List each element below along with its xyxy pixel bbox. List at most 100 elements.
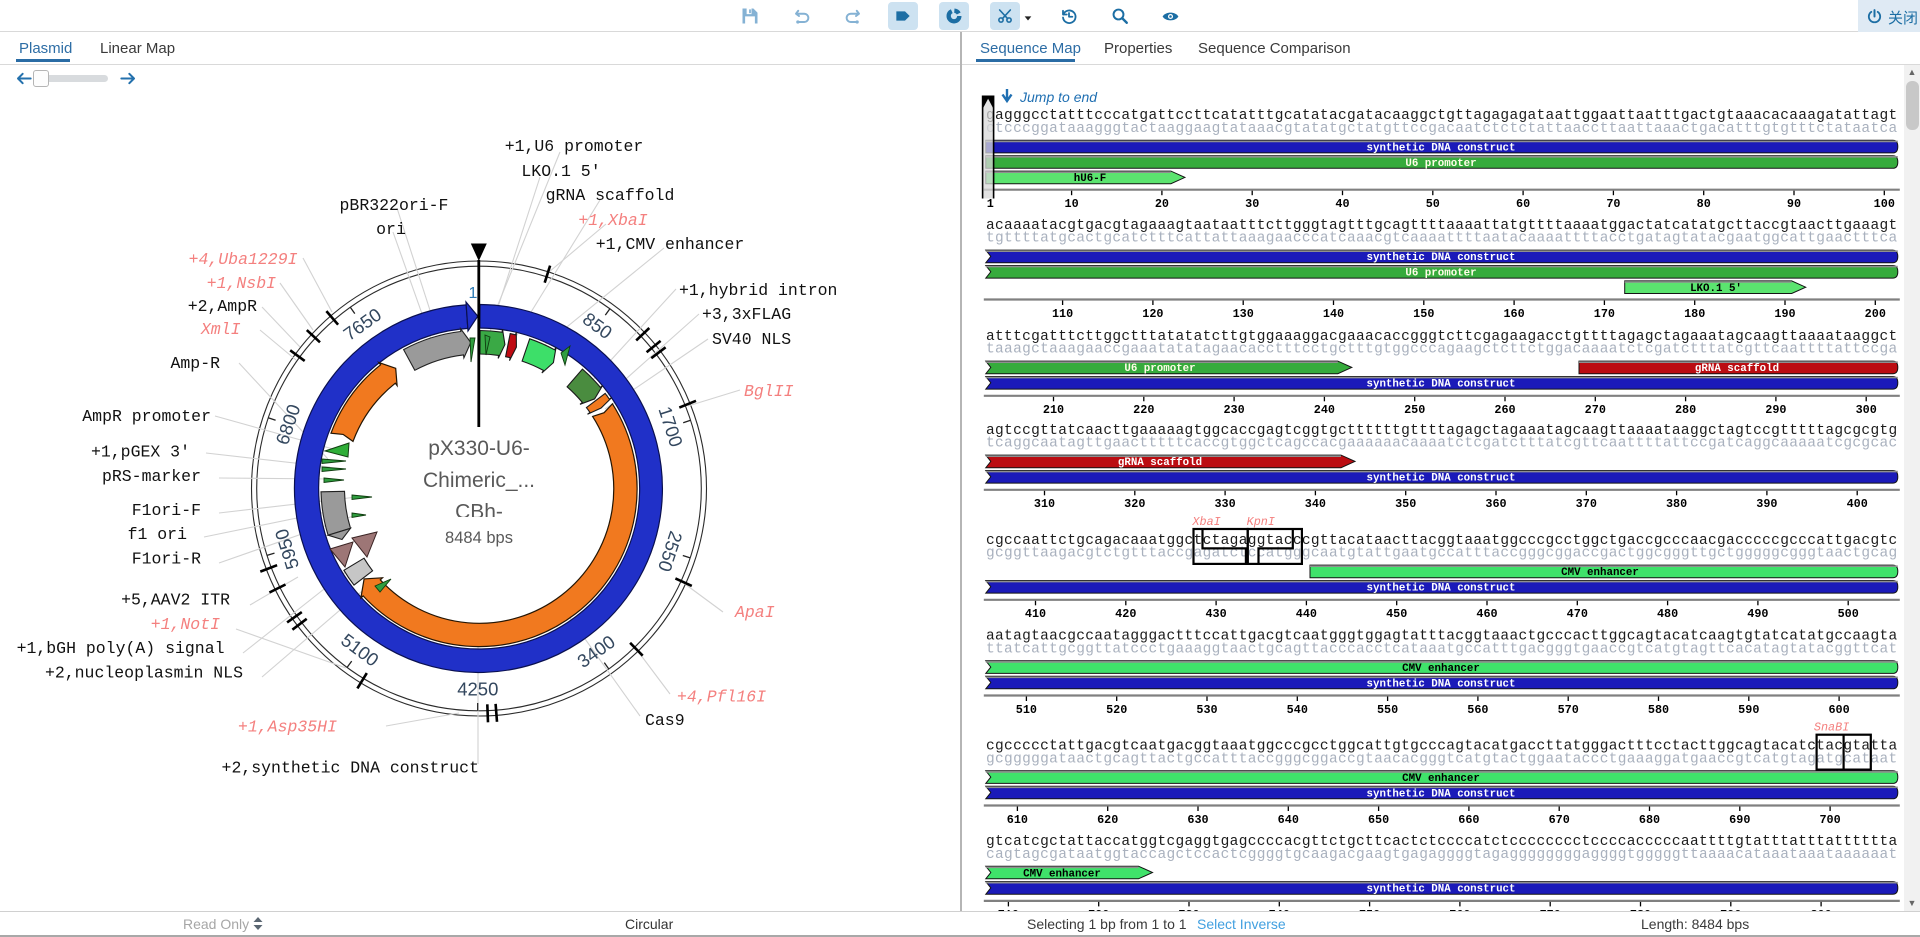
svg-text:tgttttatgcactgcatctttcattattaa: tgttttatgcactgcatctttcattattaaagaacccatc… [986,231,1897,247]
svg-text:1700: 1700 [654,404,687,450]
svg-text:F1ori-F: F1ori-F [132,501,201,520]
svg-text:430: 430 [1205,607,1226,621]
svg-text:160: 160 [1503,307,1524,321]
svg-text:agtccgttatcaacttgaaaaagtggcacc: agtccgttatcaacttgaaaaagtggcaccgagtcggtgc… [986,423,1897,439]
svg-text:CMV enhancer: CMV enhancer [1402,663,1480,675]
svg-text:640: 640 [1278,813,1299,827]
svg-text:BglII: BglII [744,382,794,401]
svg-text:4250: 4250 [457,679,498,700]
svg-text:790: 790 [1720,908,1741,912]
svg-text:taaagctaaagaaccgaaatatatagaaca: taaagctaaagaaccgaaatatatagaacacctttcctgc… [986,342,1897,358]
svg-text:pRS-marker: pRS-marker [102,467,201,486]
svg-text:600: 600 [1828,703,1849,717]
svg-text:U6 promoter: U6 promoter [1124,363,1195,375]
svg-text:synthetic DNA construct: synthetic DNA construct [1366,379,1515,391]
svg-text:650: 650 [1368,813,1389,827]
svg-text:320: 320 [1124,497,1145,511]
svg-text:730: 730 [1178,908,1199,912]
svg-text:80: 80 [1697,197,1711,211]
svg-text:190: 190 [1774,307,1795,321]
svg-text:700: 700 [1819,813,1840,827]
svg-text:CMV enhancer: CMV enhancer [1561,567,1639,579]
svg-text:CMV enhancer: CMV enhancer [1402,773,1480,785]
svg-text:+1,pGEX 3': +1,pGEX 3' [91,443,190,462]
svg-text:200: 200 [1865,307,1886,321]
svg-text:ctcccggataaagggtactaaggaagtata: ctcccggataaagggtactaaggaagtataaacgtatatg… [986,121,1897,137]
svg-text:synthetic DNA construct: synthetic DNA construct [1366,583,1515,595]
svg-text:gtcatcgctattaccatggtcgaggtgagc: gtcatcgctattaccatggtcgaggtgagccccacgttct… [986,834,1897,850]
svg-text:800: 800 [1810,908,1831,912]
svg-text:pBR322ori-F: pBR322ori-F [340,196,449,215]
svg-text:780: 780 [1630,908,1651,912]
svg-text:1: 1 [469,285,478,302]
svg-text:540: 540 [1287,703,1308,717]
svg-text:ori: ori [376,220,406,239]
svg-text:280: 280 [1675,403,1696,417]
svg-text:2550: 2550 [654,529,687,575]
svg-text:Jump to end: Jump to end [1019,89,1098,105]
svg-text:+1,bGH poly(A) signal: +1,bGH poly(A) signal [17,639,225,658]
svg-text:660: 660 [1458,813,1479,827]
svg-text:AmpR promoter: AmpR promoter [82,407,211,426]
svg-text:+2,synthetic DNA construct: +2,synthetic DNA construct [222,759,479,778]
svg-text:KpnI: KpnI [1247,515,1275,529]
svg-text:tcaggcaatagttgaactttttcaccgtgg: tcaggcaatagttgaactttttcaccgtggctcagccacg… [986,436,1897,452]
svg-text:SnaBI: SnaBI [1814,721,1849,735]
svg-text:LKO.1 5': LKO.1 5' [521,162,600,181]
svg-text:SV40 NLS: SV40 NLS [712,330,791,349]
svg-text:synthetic DNA construct: synthetic DNA construct [1366,252,1515,264]
svg-text:+1,U6 promoter: +1,U6 promoter [505,137,644,156]
svg-text:U6 promoter: U6 promoter [1405,268,1476,280]
svg-text:synthetic DNA construct: synthetic DNA construct [1366,142,1515,154]
svg-text:490: 490 [1747,607,1768,621]
svg-text:+4,Pfl16I: +4,Pfl16I [677,688,766,707]
svg-text:680: 680 [1639,813,1660,827]
svg-text:cagtagcgataatggtaccagctccactcg: cagtagcgataatggtaccagctccactcggggtgcaaga… [986,847,1897,863]
svg-text:310: 310 [1034,497,1055,511]
svg-text:Amp-R: Amp-R [170,354,220,373]
svg-text:510: 510 [1016,703,1037,717]
svg-text:380: 380 [1666,497,1687,511]
svg-text:170: 170 [1594,307,1615,321]
svg-text:440: 440 [1296,607,1317,621]
svg-text:340: 340 [1305,497,1326,511]
svg-text:520: 520 [1106,703,1127,717]
svg-text:420: 420 [1115,607,1136,621]
svg-text:cgccaattctgcagacaaatggctctagag: cgccaattctgcagacaaatggctctagaggtacccgtta… [986,533,1897,549]
svg-text:90: 90 [1787,197,1801,211]
svg-text:610: 610 [1007,813,1028,827]
svg-text:synthetic DNA construct: synthetic DNA construct [1366,678,1515,690]
svg-text:760: 760 [1449,908,1470,912]
svg-text:390: 390 [1756,497,1777,511]
svg-text:240: 240 [1314,403,1335,417]
svg-text:6800: 6800 [271,402,304,448]
svg-text:140: 140 [1323,307,1344,321]
svg-text:370: 370 [1576,497,1597,511]
svg-text:cgccccctattgacgtcaatgacggtaaat: cgccccctattgacgtcaatgacggtaaatggcccgcctg… [986,739,1897,755]
svg-text:30: 30 [1245,197,1259,211]
svg-text:330: 330 [1214,497,1235,511]
svg-text:synthetic DNA construct: synthetic DNA construct [1366,473,1515,485]
svg-text:+4,Uba1229I: +4,Uba1229I [189,250,298,269]
svg-text:20: 20 [1155,197,1169,211]
svg-text:f1 ori: f1 ori [128,525,188,544]
svg-text:LKO.1 5': LKO.1 5' [1690,283,1742,295]
svg-text:400: 400 [1847,497,1868,511]
svg-text:gagggcctatttcccatgattccttcatat: gagggcctatttcccatgattccttcatatttgcatatac… [986,108,1897,124]
svg-text:360: 360 [1485,497,1506,511]
svg-text:120: 120 [1142,307,1163,321]
svg-text:8484 bps: 8484 bps [445,529,513,547]
svg-text:530: 530 [1196,703,1217,717]
svg-text:410: 410 [1025,607,1046,621]
svg-text:1: 1 [987,197,994,211]
svg-text:460: 460 [1476,607,1497,621]
svg-text:110: 110 [1052,307,1073,321]
svg-text:XmlI: XmlI [200,320,241,339]
svg-text:+1,hybrid intron: +1,hybrid intron [679,281,837,300]
svg-text:gRNA scaffold: gRNA scaffold [546,186,675,205]
svg-text:720: 720 [1088,908,1109,912]
svg-text:+2,AmpR: +2,AmpR [188,297,257,316]
svg-text:CMV enhancer: CMV enhancer [1023,868,1101,880]
svg-text:+2,nucleoplasmin NLS: +2,nucleoplasmin NLS [45,664,243,683]
svg-text:aatagtaacgccaatagggactttccattg: aatagtaacgccaatagggactttccattgacgtcaatgg… [986,629,1897,645]
